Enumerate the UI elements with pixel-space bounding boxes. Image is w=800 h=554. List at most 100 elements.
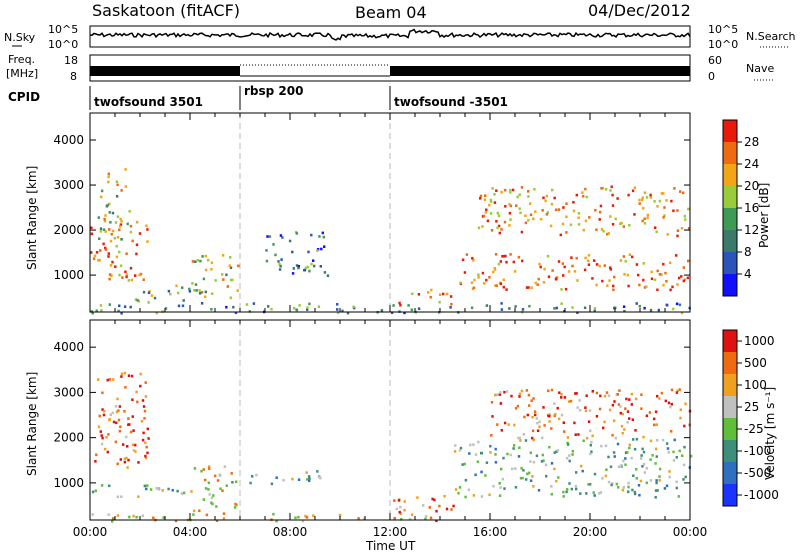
scatter-cell (627, 284, 630, 288)
scatter-cell (547, 275, 551, 279)
scatter-cell (417, 307, 421, 310)
scatter-cell (548, 413, 551, 416)
scatter-cell (645, 414, 649, 418)
scatter-cell (663, 487, 667, 490)
scatter-cell (484, 474, 487, 477)
scatter-cell (616, 197, 619, 200)
scatter-cell (531, 436, 534, 440)
scatter-cell (120, 220, 123, 223)
scatter-cell (93, 254, 97, 258)
scatter-cell (541, 209, 544, 212)
ytick-label: 1000 (53, 476, 84, 490)
scatter-cell (108, 303, 111, 306)
scatter-cell (518, 193, 521, 196)
scatter-cell (204, 295, 207, 299)
scatter-cell (561, 222, 565, 226)
scatter-cell (416, 496, 419, 499)
scatter-cell (135, 220, 139, 224)
nsky-line (89, 28, 691, 41)
scatter-cell (214, 279, 217, 282)
scatter-cell (111, 260, 114, 264)
scatter-cell (225, 484, 228, 487)
scatter-cell (653, 417, 656, 421)
scatter-cell (509, 188, 512, 192)
scatter-cell (400, 518, 403, 521)
scatter-cell (461, 463, 464, 466)
scatter-cell (679, 416, 682, 420)
scatter-cell (608, 408, 612, 412)
scatter-cell (641, 198, 644, 202)
scatter-cell (494, 393, 497, 397)
scatter-cell (494, 447, 497, 451)
scatter-cell (450, 508, 453, 511)
scatter-cell (477, 276, 480, 279)
scatter-cell (516, 404, 520, 408)
colorbar-tick-label: 24 (744, 157, 759, 171)
scatter-cell (114, 405, 118, 408)
scatter-cell (433, 498, 436, 502)
scatter-cell (599, 204, 603, 208)
scatter-cell (531, 415, 534, 419)
scatter-cell (445, 507, 449, 511)
scatter-cell (635, 437, 639, 441)
scatter-cell (127, 458, 130, 462)
scatter-cell (619, 259, 623, 262)
scatter-cell (620, 424, 624, 428)
scatter-cell (538, 262, 541, 266)
scatter-cell (654, 489, 658, 492)
scatter-cell (181, 286, 184, 289)
scatter-cell (557, 260, 561, 263)
scatter-cell (617, 486, 620, 489)
scatter-cell (204, 478, 207, 482)
scatter-cell (193, 467, 197, 470)
scatter-cell (603, 394, 607, 398)
scatter-cell (191, 282, 194, 285)
scatter-cell (212, 494, 215, 497)
scatter-cell (587, 263, 591, 266)
scatter-cell (464, 495, 467, 499)
scatter-cell (560, 393, 563, 396)
scatter-cell (534, 281, 537, 285)
scatter-cell (120, 375, 123, 378)
scatter-cell (581, 191, 584, 194)
scatter-cell (90, 226, 93, 230)
scatter-cell (125, 273, 128, 276)
scatter-cell (123, 371, 127, 375)
scatter-cell (577, 433, 580, 436)
scatter-cell (630, 392, 633, 396)
scatter-cell (624, 260, 627, 263)
scatter-cell (598, 218, 601, 221)
scatter-cell (518, 207, 521, 210)
scatter-cell (669, 405, 672, 409)
scatter-cell (128, 423, 131, 426)
scatter-cell (99, 230, 103, 233)
scatter-cell (654, 226, 657, 229)
scatter-cell (676, 209, 679, 212)
scatter-cell (191, 260, 195, 263)
scatter-cell (272, 243, 275, 246)
scatter-cell (595, 228, 598, 232)
scatter-cell (97, 425, 101, 429)
scatter-cell (190, 490, 193, 493)
scatter-cell (398, 301, 401, 305)
scatter-cell (511, 188, 515, 192)
scatter-cell (313, 264, 316, 268)
scatter-cell (553, 402, 556, 405)
scatter-cell (626, 451, 629, 454)
scatter-cell (346, 311, 350, 315)
scatter-cell (665, 199, 668, 202)
scatter-cell (499, 260, 502, 263)
scatter-cell (514, 467, 517, 470)
scatter-cell (602, 426, 605, 430)
scatter-cell (628, 417, 631, 420)
scatter-cell (563, 430, 566, 433)
scatter-cell (588, 409, 592, 412)
scatter-cell (142, 431, 145, 435)
scatter-cell (116, 514, 120, 517)
scatter-cell (144, 456, 148, 460)
scatter-cell (517, 436, 520, 440)
scatter-cell (489, 444, 492, 448)
scatter-cell (483, 282, 486, 285)
scatter-cell (648, 411, 652, 414)
scatter-cell (509, 218, 512, 221)
